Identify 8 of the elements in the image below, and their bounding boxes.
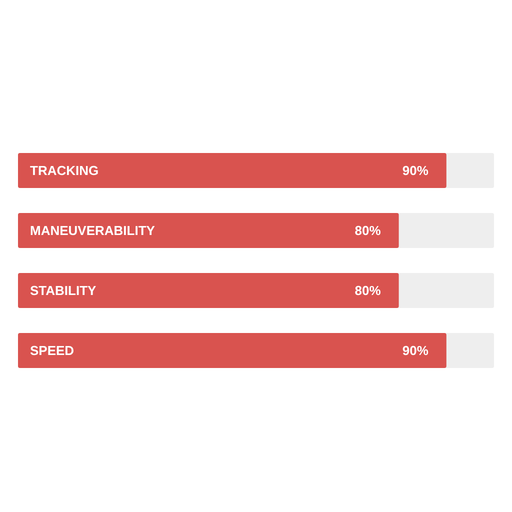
y-tick-label: MANEUVERABILITY (30, 223, 156, 238)
data-label: 90% (402, 343, 429, 358)
y-tick-label: STABILITY (30, 283, 97, 298)
y-tick-label: SPEED (30, 343, 74, 358)
data-label: 80% (354, 223, 382, 238)
y-tick-label: TRACKING (30, 163, 99, 178)
data-label: 80% (354, 283, 382, 298)
data-label: 90% (402, 163, 429, 178)
